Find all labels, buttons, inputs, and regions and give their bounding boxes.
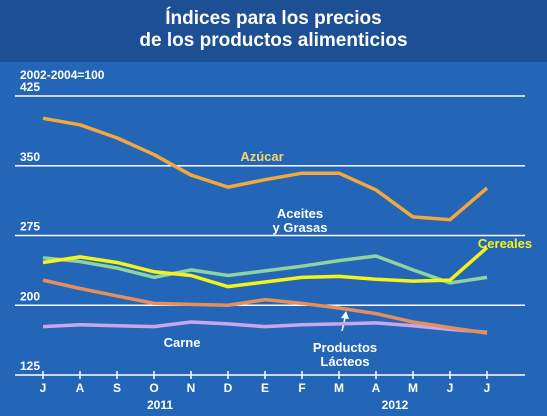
series-label: Carne bbox=[163, 335, 201, 350]
x-tick-label: A bbox=[372, 381, 381, 395]
subtitle: 2002-2004=100 bbox=[20, 68, 105, 82]
x-tick-label: J bbox=[40, 381, 47, 395]
series-line bbox=[42, 320, 488, 334]
year-label: 2012 bbox=[382, 398, 409, 412]
series-line bbox=[42, 254, 488, 285]
series-line bbox=[42, 116, 489, 222]
title-band bbox=[0, 0, 547, 62]
x-tick-label: F bbox=[298, 381, 305, 395]
arrow-head bbox=[341, 311, 349, 319]
year-label: 2011 bbox=[147, 398, 173, 412]
series-label: Aceites y Grasas bbox=[272, 206, 328, 235]
x-tick-label: E bbox=[261, 381, 269, 395]
x-tick-label: S bbox=[113, 381, 121, 395]
x-tick-label: A bbox=[76, 381, 85, 395]
series-label: Azúcar bbox=[240, 149, 284, 164]
series-label: Cereales bbox=[477, 236, 533, 251]
x-tick-label: J bbox=[447, 381, 454, 395]
y-tick-label: 425 bbox=[20, 80, 40, 94]
y-tick-label: 125 bbox=[20, 359, 40, 373]
x-tick-label: M bbox=[408, 381, 418, 395]
x-tick-label: D bbox=[224, 381, 233, 395]
y-tick-label: 200 bbox=[20, 289, 40, 303]
series-line bbox=[42, 246, 489, 289]
series-line bbox=[42, 278, 488, 335]
chart-title: Índices para los precios de los producto… bbox=[139, 8, 408, 51]
x-tick-label: N bbox=[187, 381, 196, 395]
series-label: Productos Lácteos bbox=[312, 340, 378, 369]
x-tick-label: O bbox=[149, 381, 158, 395]
y-tick-label: 350 bbox=[20, 150, 40, 164]
x-tick-label: J bbox=[484, 381, 491, 395]
y-tick-label: 275 bbox=[20, 220, 40, 234]
x-tick-label: M bbox=[334, 381, 344, 395]
